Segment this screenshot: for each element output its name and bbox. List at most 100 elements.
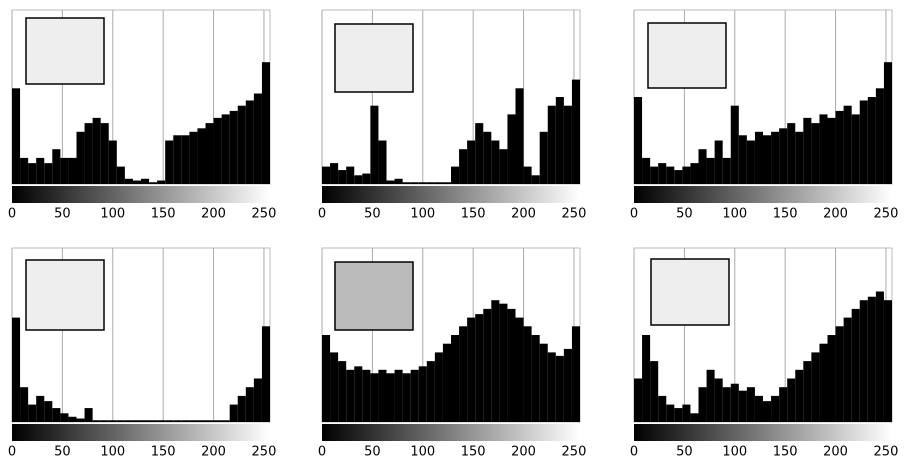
bar: [835, 110, 844, 184]
bar: [867, 296, 876, 422]
bar: [221, 114, 230, 184]
bar: [827, 335, 836, 422]
bar: [245, 387, 254, 422]
bar: [698, 387, 707, 422]
bar: [851, 114, 860, 184]
bar: [507, 308, 516, 422]
bar: [149, 182, 158, 184]
bar: [245, 100, 254, 184]
bar: [682, 166, 691, 184]
x-tick-label: 0: [318, 207, 326, 222]
bar: [491, 140, 500, 184]
bar: [237, 105, 246, 184]
bar: [690, 413, 699, 422]
bar: [426, 361, 435, 422]
bar: [346, 166, 355, 184]
bar: [763, 135, 772, 184]
bar: [811, 123, 820, 184]
bar: [330, 352, 339, 422]
x-tick-label: 100: [722, 207, 747, 222]
bar: [682, 404, 691, 422]
x-tick-label: 150: [773, 445, 798, 460]
bar: [229, 110, 238, 184]
thumbnail: [650, 258, 730, 326]
bar: [330, 163, 339, 184]
bar: [787, 378, 796, 422]
bar: [84, 408, 93, 422]
bar: [92, 420, 101, 422]
bar: [44, 163, 53, 184]
bar: [706, 157, 715, 184]
bar: [658, 163, 667, 184]
gradient-bar: [322, 424, 580, 441]
bar: [434, 182, 443, 184]
x-tick-label: 200: [511, 445, 536, 460]
bar: [563, 105, 572, 184]
bar: [12, 88, 21, 184]
bar: [547, 105, 556, 184]
x-tick-label: 150: [151, 207, 176, 222]
bar: [531, 335, 540, 422]
x-tick-label: 200: [511, 207, 536, 222]
bar: [76, 131, 85, 184]
x-tick-label: 200: [201, 445, 226, 460]
x-tick-label: 50: [54, 207, 71, 222]
bar: [124, 420, 133, 422]
bar: [354, 366, 363, 422]
bar: [722, 387, 731, 422]
bar: [44, 401, 53, 422]
bar: [722, 157, 731, 184]
x-tick-label: 150: [461, 207, 486, 222]
bar: [811, 352, 820, 422]
x-tick-label: 50: [676, 445, 693, 460]
bar: [531, 175, 540, 184]
bar: [843, 105, 852, 184]
bar: [515, 88, 524, 184]
bar: [12, 317, 21, 422]
x-tick-label: 0: [8, 445, 16, 460]
bar: [426, 182, 435, 184]
bar: [754, 395, 763, 422]
x-tick-label: 200: [823, 445, 848, 460]
bar: [658, 395, 667, 422]
bar: [539, 131, 548, 184]
x-tick-label: 50: [54, 445, 71, 460]
bar: [338, 170, 347, 184]
bar: [410, 182, 419, 184]
bar: [386, 180, 395, 184]
bar: [76, 418, 85, 422]
x-tick-label: 100: [410, 445, 435, 460]
bar: [60, 413, 69, 422]
x-tick-label: 0: [630, 207, 638, 222]
x-tick-label: 250: [562, 445, 587, 460]
bar: [650, 361, 659, 422]
bar: [132, 420, 141, 422]
bar: [563, 348, 572, 422]
bar: [634, 97, 643, 184]
bar: [36, 395, 45, 422]
bar: [467, 140, 476, 184]
bar: [499, 303, 508, 422]
x-tick-label: 50: [364, 445, 381, 460]
bar: [859, 100, 868, 184]
bar: [803, 361, 812, 422]
thumbnail: [647, 22, 727, 89]
bar: [674, 408, 683, 422]
bar: [859, 300, 868, 422]
bar: [205, 420, 214, 422]
x-tick-label: 150: [151, 445, 176, 460]
bar: [213, 117, 222, 184]
bar: [322, 166, 331, 184]
x-tick-label: 0: [630, 445, 638, 460]
bar: [370, 105, 379, 184]
bar: [157, 420, 166, 422]
bar: [714, 378, 723, 422]
x-tick-label: 100: [410, 207, 435, 222]
bar: [883, 62, 892, 185]
gradient-bar: [634, 424, 892, 441]
bar: [141, 178, 150, 184]
x-tick-label: 50: [364, 207, 381, 222]
x-tick-label: 200: [201, 207, 226, 222]
bar: [410, 369, 419, 422]
bar: [237, 395, 246, 422]
